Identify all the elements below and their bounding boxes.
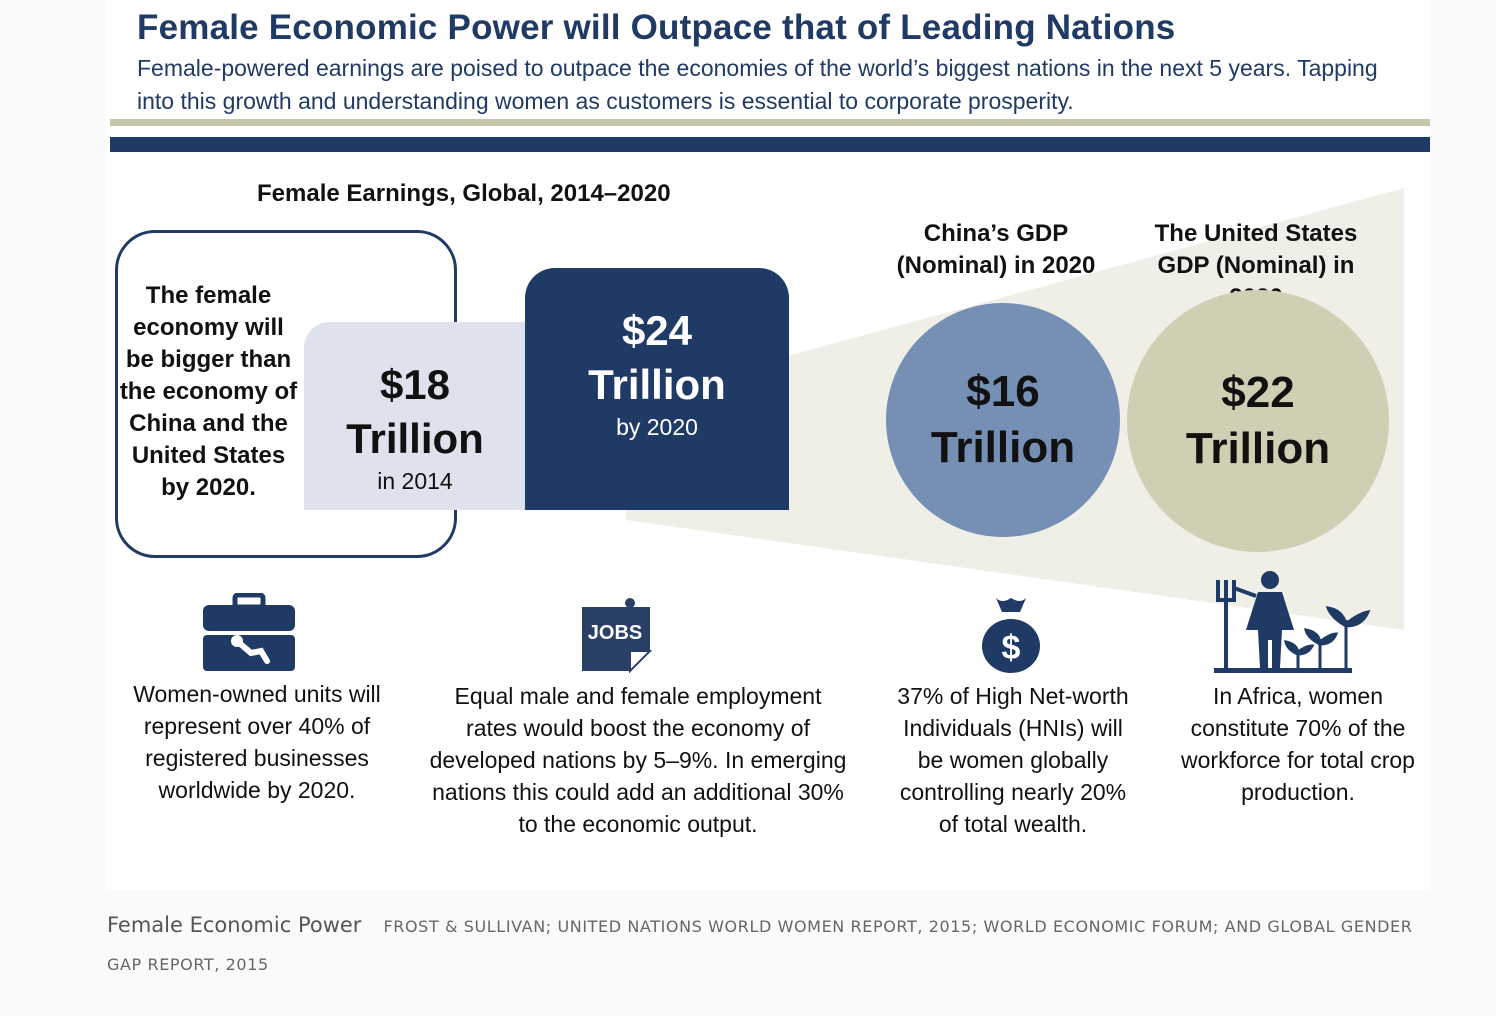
earnings-title: Female Earnings, Global, 2014–2020 (257, 180, 671, 207)
jobs-icon: JOBS (582, 598, 652, 673)
china-gdp-heading: China’s GDP (Nominal) in 2020 (896, 220, 1096, 279)
stat-employment-rates: Equal male and female employment rates w… (429, 683, 847, 837)
stat-hni-women: 37% of High Net-worth Individuals (HNIs)… (897, 683, 1129, 837)
earnings-2020-box: $24 Trillion by 2020 (525, 268, 789, 510)
figure-caption: Female Economic Power FROST & SULLIVAN; U… (107, 906, 1427, 984)
stat-africa-workforce: In Africa, women constitute 70% of the w… (1181, 683, 1415, 805)
header-divider-navy (110, 137, 1430, 152)
us-gdp-amount: $22 (1221, 368, 1295, 417)
earnings-2014-amount: $18 (379, 361, 451, 408)
earnings-2020-unit: Trillion (588, 361, 726, 408)
farmer-woman-icon (1214, 571, 1371, 673)
china-gdp-circle: $16 Trillion (886, 303, 1120, 537)
money-bag-icon: $ (982, 598, 1040, 673)
caption-credit: FROST & SULLIVAN; UNITED NATIONS WORLD W… (107, 917, 1413, 974)
header-divider-tan (110, 119, 1430, 126)
china-gdp-amount: $16 (966, 367, 1040, 416)
earnings-2020-note: by 2020 (616, 414, 698, 440)
earnings-2014-box: $18 Trillion in 2014 (304, 322, 526, 510)
caption-title: Female Economic Power (107, 913, 362, 937)
china-gdp-unit: Trillion (930, 423, 1076, 472)
infographic-title: Female Economic Power will Outpace that … (137, 8, 1176, 47)
stat-women-owned-units: Women-owned units will represent over 40… (133, 681, 381, 803)
dollar-sign: $ (1002, 629, 1021, 667)
us-gdp-unit: Trillion (1185, 424, 1331, 473)
callout-text: The female economy will be bigger than t… (119, 282, 298, 501)
us-gdp-circle: $22 Trillion (1127, 290, 1389, 552)
earnings-2014-unit: Trillion (346, 415, 484, 462)
jobs-icon-label: JOBS (588, 622, 642, 644)
toolbox-icon (203, 593, 295, 671)
infographic-subtitle: Female-powered earnings are poised to ou… (137, 55, 1378, 114)
earnings-2014-note: in 2014 (377, 468, 453, 494)
earnings-2020-amount: $24 (621, 307, 693, 354)
infographic: Female Economic Power will Outpace that … (106, 0, 1430, 890)
